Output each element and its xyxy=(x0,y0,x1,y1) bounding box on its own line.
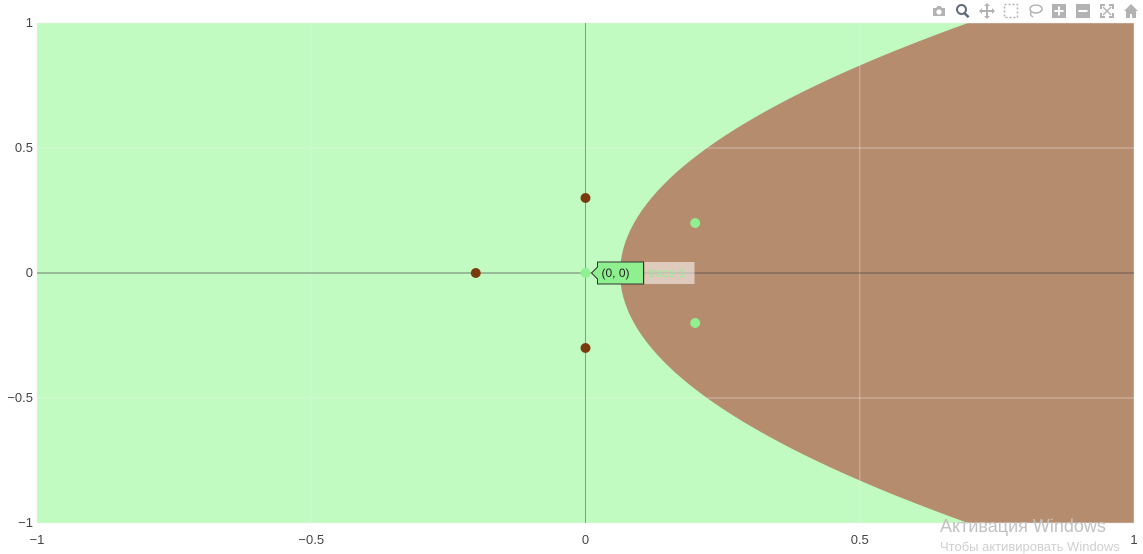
zoom-icon[interactable] xyxy=(953,1,973,21)
lasso-icon[interactable] xyxy=(1025,1,1045,21)
zoom-out-icon[interactable] xyxy=(1073,1,1093,21)
hover-trace-background xyxy=(644,262,695,284)
data-point[interactable] xyxy=(580,193,591,203)
pan-icon[interactable] xyxy=(977,1,997,21)
y-tick-label: 0.5 xyxy=(15,140,33,155)
hover-tooltip: (0, 0) trace 1 xyxy=(590,261,695,285)
x-tick-label: −1 xyxy=(30,532,45,547)
y-tick-label: 1 xyxy=(26,15,33,30)
data-point[interactable] xyxy=(690,318,701,328)
x-tick-label: 1 xyxy=(1130,532,1137,547)
y-tick-label: −0.5 xyxy=(7,390,33,405)
camera-icon[interactable] xyxy=(929,1,949,21)
watermark-subtitle: Чтобы активировать Windows xyxy=(940,539,1120,554)
autoscale-icon[interactable] xyxy=(1097,1,1117,21)
modebar xyxy=(929,1,1141,21)
y-tick-label: 0 xyxy=(26,265,33,280)
x-tick-label: −0.5 xyxy=(298,532,324,547)
tick-labels: −1 −0.5 0 0.5 1 −1 −0.5 0 0.5 1 xyxy=(7,15,1137,547)
reset-axes-icon[interactable] xyxy=(1121,1,1141,21)
zoom-in-icon[interactable] xyxy=(1049,1,1069,21)
x-tick-label: 0.5 xyxy=(851,532,869,547)
data-point[interactable] xyxy=(470,268,481,278)
os-activation-watermark: Активация Windows Чтобы активировать Win… xyxy=(940,516,1120,554)
x-tick-label: 0 xyxy=(582,532,589,547)
data-point[interactable] xyxy=(690,218,701,228)
hover-value: (0, 0) xyxy=(602,266,630,280)
data-point[interactable] xyxy=(580,343,591,353)
data-points[interactable] xyxy=(470,193,701,353)
hover-box xyxy=(590,261,644,285)
box-select-icon[interactable] xyxy=(1001,1,1021,21)
watermark-title: Активация Windows xyxy=(940,516,1106,536)
hover-trace-name: trace 1 xyxy=(649,266,686,280)
y-tick-label: −1 xyxy=(18,515,33,530)
data-point[interactable] xyxy=(580,268,591,278)
